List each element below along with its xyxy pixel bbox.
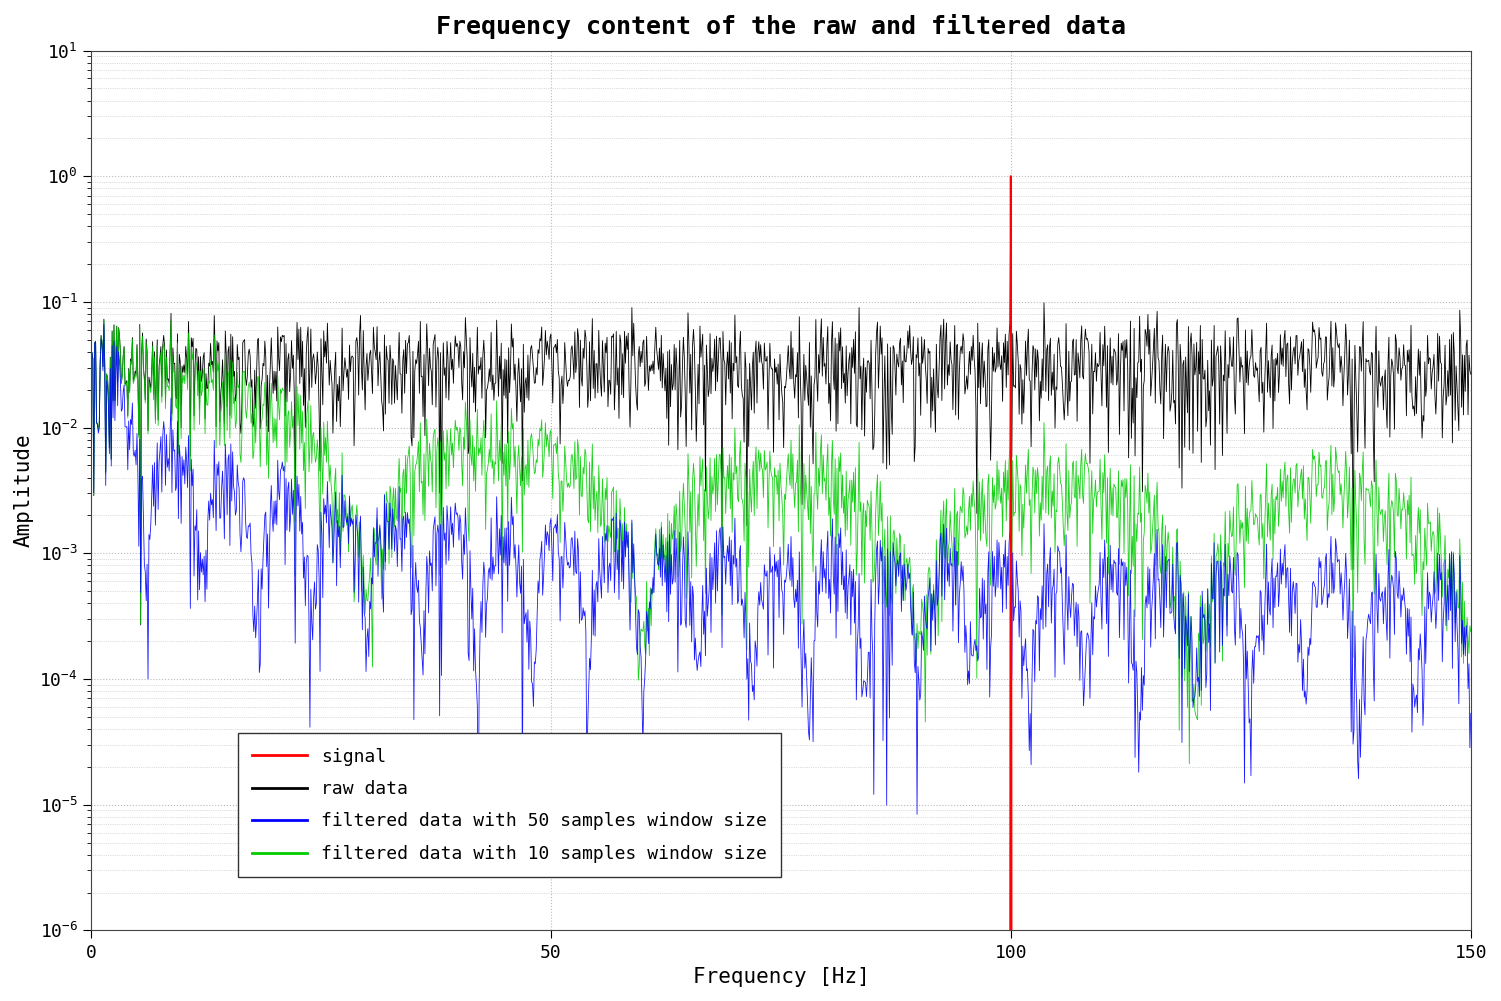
- Y-axis label: Amplitude: Amplitude: [14, 433, 35, 548]
- Legend: signal, raw data, filtered data with 50 samples window size, filtered data with : signal, raw data, filtered data with 50 …: [239, 733, 782, 877]
- X-axis label: Frequency [Hz]: Frequency [Hz]: [692, 967, 869, 987]
- Title: Frequency content of the raw and filtered data: Frequency content of the raw and filtere…: [435, 14, 1126, 39]
